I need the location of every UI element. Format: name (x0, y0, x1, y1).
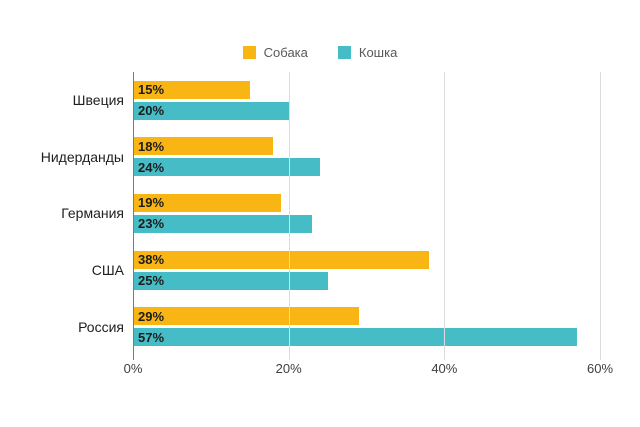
legend-label-dog: Собака (263, 45, 308, 60)
legend-item-dog: Собака (242, 45, 308, 60)
x-tick-label: 60% (586, 361, 614, 376)
y-axis-line (133, 72, 134, 360)
dog-series-swatch-icon (242, 46, 256, 59)
bar-group: США 38% 25% (92, 242, 600, 299)
category-label: США (91, 262, 124, 279)
chart-legend: Собака Кошка (0, 45, 640, 60)
category-label: Швеция (72, 92, 124, 109)
legend-label-cat: Кошка (358, 45, 398, 60)
bar-cat: 20% (133, 101, 289, 120)
bar-group: Россия 29% 57% (78, 298, 600, 355)
bar-dog: 15% (133, 80, 250, 99)
bar-value-label: 57% (138, 329, 165, 345)
legend-item-cat: Кошка (337, 45, 398, 60)
bar-value-label: 18% (138, 138, 165, 154)
gridline (444, 72, 446, 360)
gridline (600, 72, 601, 360)
bar-dog: 29% (133, 307, 359, 326)
x-tick-label: 40% (431, 361, 458, 376)
gridline (288, 72, 290, 360)
bar-group: Нидерданды 18% 24% (41, 129, 600, 186)
cat-series-swatch-icon (337, 46, 351, 59)
bar-group: Германия 19% 23% (61, 185, 600, 242)
bar-value-label: 23% (138, 216, 165, 232)
bar-dog: 38% (133, 250, 429, 269)
category-label: Нидерданды (40, 148, 124, 165)
x-tick-label: 0% (123, 361, 143, 376)
bar-value-label: 19% (138, 195, 165, 211)
category-label: Германия (61, 205, 124, 222)
category-label: Россия (78, 318, 124, 335)
bar-value-label: 29% (138, 308, 165, 324)
bar-value-label: 38% (138, 252, 165, 268)
bar-dog: 18% (133, 137, 274, 156)
x-axis: 0% 20% 40% 60% (124, 361, 613, 381)
bar-value-label: 20% (138, 103, 165, 119)
bar-cat: 23% (133, 214, 313, 233)
bar-groups: Швеция 15% 20% Нидерданды 18% 24% Германия 19% 2… (41, 72, 600, 355)
x-tick-label: 20% (275, 361, 302, 376)
bar-group: Швеция 15% 20% (73, 72, 600, 129)
bar-dog: 19% (133, 193, 281, 212)
bar-value-label: 24% (138, 159, 165, 175)
bar-cat: 25% (133, 271, 328, 290)
bar-value-label: 15% (138, 82, 165, 98)
bar-cat: 24% (133, 158, 320, 177)
plot-area: Швеция 15% 20% Нидерданды 18% 24% Германия 19% 2… (41, 72, 601, 360)
bar-cat: 57% (133, 328, 577, 347)
bar-value-label: 25% (138, 273, 165, 289)
